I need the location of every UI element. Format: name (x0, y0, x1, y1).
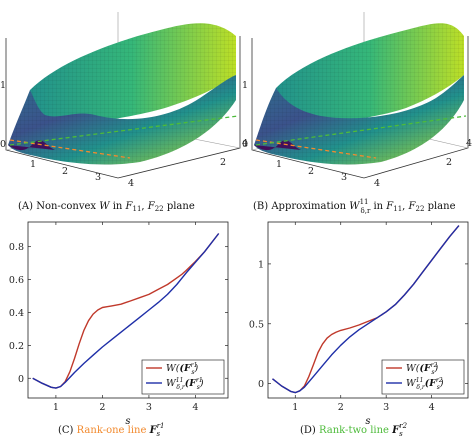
panel-c-x-tick-label-3: 4 (192, 402, 198, 413)
panel-a-x-tick-1: 1 (30, 159, 36, 170)
panel-d-legend-label-1: W11 δ,r(Fr2 s) (406, 377, 444, 391)
panel-c-x-tick-label-1: 2 (99, 402, 105, 413)
panel-a-y-tick-2: 2 (220, 157, 226, 168)
panel-a-rank-one-line (9, 139, 131, 159)
panel-c-legend-label-1: W11 δ,r(Fr1 s) (166, 377, 204, 391)
panel-d-series-1-line (272, 225, 460, 394)
panel-a-z-tick-1: 1 (0, 80, 6, 91)
panel-b-rank-one-line (255, 139, 377, 159)
panel-c-series-1-line (32, 233, 220, 389)
panel-a-z-tick-0: 0 (0, 139, 6, 150)
panel-d-y-tick-label-2: 1 (258, 259, 264, 270)
panel-a-x-tick-2: 2 (62, 166, 68, 177)
panel-c-y-tick-label-1: 0.2 (9, 341, 24, 352)
panel-d-axes-frame (267, 221, 469, 399)
panel-a-x-tick-3: 3 (95, 172, 101, 183)
panel-b-x-tick-2: 2 (308, 166, 314, 177)
panel-c-y-tick-label-0: 0 (18, 374, 24, 385)
panel-c-legend-box (141, 359, 225, 395)
panel-b-caption: (B) Approximation W11 δ,r in F11, F22 pla… (253, 198, 456, 215)
panel-d-legend-box (381, 359, 465, 395)
panel-d-y-tick-label-1: 0.5 (249, 319, 264, 330)
panel-a-x-tick-4: 4 (128, 178, 134, 189)
panel-d-caption: (D) Rank-two line Fr2 s (300, 422, 408, 438)
panel-b-y-tick-2: 2 (446, 157, 452, 168)
panel-a-y-tick-4: 4 (242, 138, 248, 149)
panel-a-box (5, 36, 241, 179)
panel-b-box (251, 36, 469, 179)
panel-c-x-tick-label-0: 1 (53, 402, 59, 413)
panel-c-y-tick-label-3: 0.6 (9, 275, 24, 286)
panel-a-rank-two-line (9, 115, 239, 146)
panel-d-x-tick-label-0: 1 (292, 402, 298, 413)
panel-c-line-chart: 1 2 3 4 0 0.2 0.4 0.6 0.8 s W((Fr1 s)W11 δ,r(Fr1 s) (9, 221, 229, 427)
panel-c-y-tick-label-4: 0.8 (9, 242, 24, 253)
panel-c-legend-label-0: W((Fr1 s) (166, 362, 199, 376)
panel-a-caption: (A) Non-convex W in F11, F22 plane (18, 201, 195, 213)
panel-d-x-tick-label-3: 4 (429, 402, 435, 413)
panel-d-x-axis-label: s (365, 416, 370, 427)
panel-c-axes-frame (27, 221, 229, 399)
panel-b-x-tick-3: 3 (341, 172, 347, 183)
panel-a-surface-plot: 0 1 1 2 3 4 2 4 (0, 12, 248, 189)
panel-d-x-tick-label-1: 2 (338, 402, 344, 413)
panel-b-rank-two-line (255, 115, 467, 146)
panel-d-x-tick-label-2: 3 (383, 402, 389, 413)
panel-c-x-tick-label-2: 3 (146, 402, 152, 413)
panel-b-y-tick-4: 4 (466, 138, 472, 149)
panel-d-legend-label-0: W((Fr2 s) (406, 362, 439, 376)
panel-b-z-tick-1: 1 (242, 80, 248, 91)
panel-d-line-chart: 1 2 3 4 0 0.5 1 s W((Fr2 s)W11 δ,r(Fr2 s) (249, 221, 469, 427)
panel-c-y-tick-label-2: 0.4 (9, 308, 24, 319)
panel-b-x-tick-4: 4 (374, 178, 380, 189)
panel-b-surface-plot: 0 1 1 2 3 4 2 4 (242, 12, 472, 189)
panel-c-x-axis-label: s (125, 416, 130, 427)
panel-c-caption: (C) Rank-one line Fr1 s (58, 422, 165, 438)
panel-d-y-tick-label-0: 0 (258, 379, 264, 390)
panel-b-z-tick-0: 0 (242, 139, 248, 150)
panel-b-x-tick-1: 1 (276, 159, 282, 170)
